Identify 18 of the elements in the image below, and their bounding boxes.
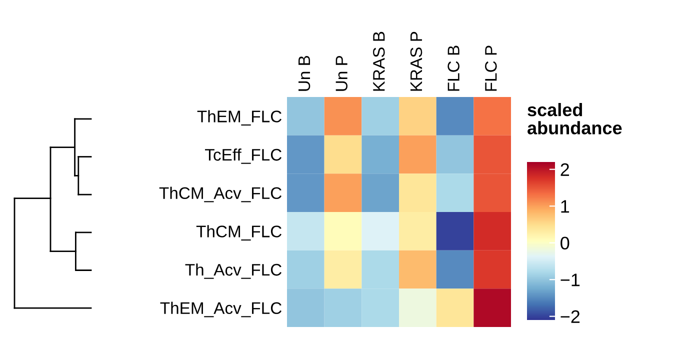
color-bar-label: −1: [560, 274, 580, 286]
y-tick-label: Th_Acv_FLC: [185, 263, 282, 279]
x-tick-label: KRAS P: [410, 32, 422, 91]
y-tick-label: ThEM_Acv_FLC: [160, 302, 282, 318]
x-tick-label: KRAS B: [373, 32, 385, 91]
y-tick-label: ThEM_FLC: [197, 110, 282, 126]
y-tick-label: ThCM_Acv_FLC: [159, 186, 282, 202]
x-tick-label: FLC B: [448, 46, 460, 91]
color-bar-label: 0: [560, 236, 570, 250]
x-tick-label: FLC P: [485, 46, 497, 91]
x-tick-label: Un P: [336, 56, 348, 91]
color-bar-label: 1: [561, 200, 570, 213]
y-tick-label: ThCM_FLC: [196, 225, 282, 241]
y-tick-label: TcEff_FLC: [205, 148, 282, 164]
color-bar-label: 2: [560, 163, 569, 176]
color-bar-label: −2: [560, 310, 580, 323]
color-bar-title: scaled abundance: [528, 103, 622, 134]
x-tick-label: Un B: [298, 56, 310, 91]
